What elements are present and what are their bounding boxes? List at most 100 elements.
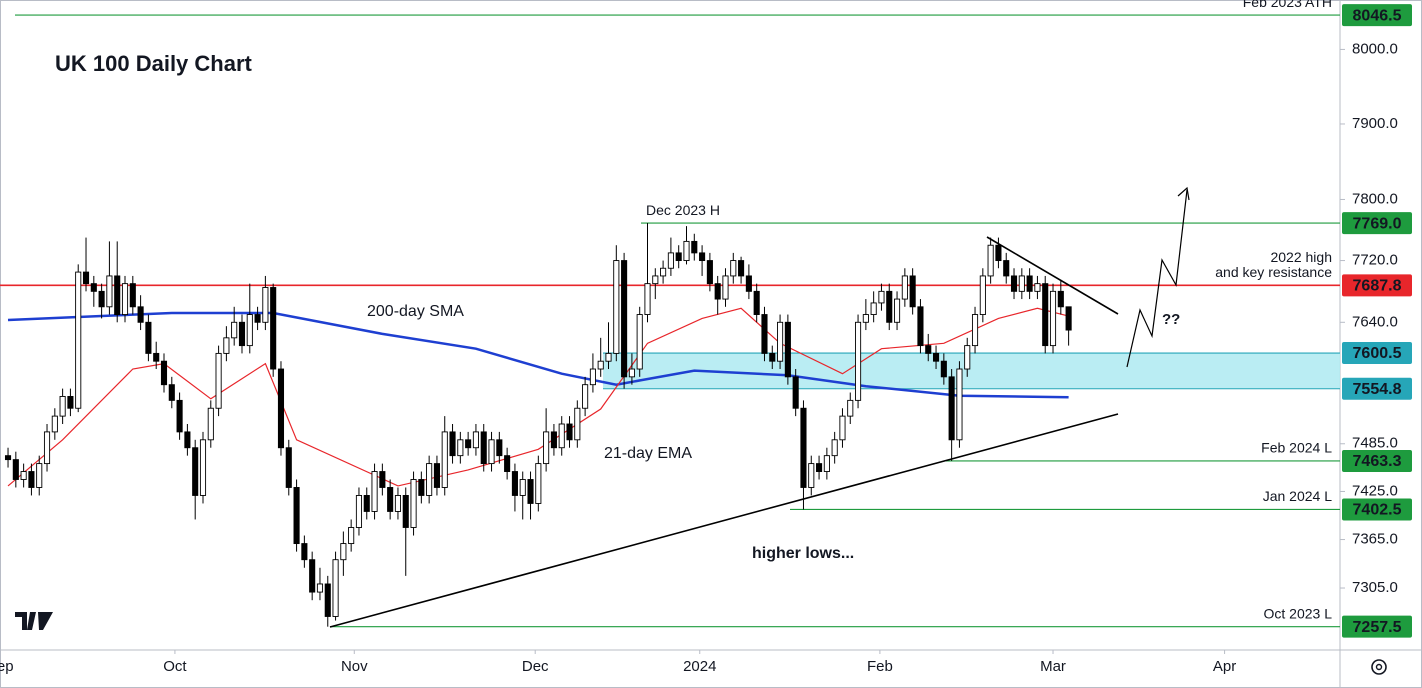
y-tick-label: 7640.0 (1352, 313, 1398, 330)
projection-arrowhead (1177, 186, 1190, 201)
level-price-box (1342, 212, 1412, 235)
candle-body (800, 407, 807, 488)
candle-body (855, 321, 862, 401)
level-price-box (1342, 4, 1412, 27)
level-price-label: 8046.5 (1353, 7, 1402, 24)
level-text: 2022 high (1270, 249, 1332, 265)
y-tick-label: 7900.0 (1352, 115, 1398, 132)
candle-body (4, 455, 12, 461)
x-tick-label: Feb (867, 658, 893, 675)
annotation: higher lows... (752, 545, 854, 562)
candle-body (550, 431, 557, 449)
candle-body (582, 384, 589, 409)
candle-body (106, 275, 113, 308)
candle-body (699, 252, 706, 262)
sma-label: 200-day SMA (367, 303, 464, 320)
candle-body (309, 559, 316, 593)
candle-body (324, 583, 331, 617)
level-price-label: 7769.0 (1353, 215, 1402, 232)
level-price-label: 7600.5 (1353, 345, 1402, 362)
x-tick-label: Apr (1213, 658, 1236, 675)
gear-center[interactable] (1375, 663, 1383, 671)
candle-body (628, 368, 635, 378)
x-tick-label: Nov (341, 658, 368, 675)
candle-body (75, 271, 82, 409)
candle-body (59, 395, 66, 417)
level-text: Jan 2024 L (1263, 488, 1332, 504)
candle-body (402, 495, 409, 528)
candle-body (114, 275, 121, 315)
candle-body (129, 283, 136, 308)
candle-body (98, 290, 105, 308)
candle-body (1057, 290, 1064, 308)
candle-body (254, 314, 261, 323)
candle-body (511, 471, 518, 496)
candle-body (238, 321, 246, 347)
candle-body (457, 439, 464, 457)
candle-body (566, 423, 573, 441)
candle-body (964, 345, 971, 370)
candle-body (995, 244, 1002, 262)
candle-body (878, 290, 885, 304)
candle-body (808, 463, 815, 488)
gear[interactable] (1371, 659, 1387, 675)
projection-path (1126, 189, 1188, 368)
candle-body (870, 302, 877, 315)
x-tick-label: Oct (163, 658, 187, 675)
y-tick-label: 7305.0 (1352, 579, 1398, 596)
candle-body (441, 431, 448, 488)
candle-body (363, 495, 370, 512)
candle-body (839, 415, 846, 441)
candle-body (1034, 283, 1041, 292)
candle-body (784, 321, 791, 378)
candle-body (519, 479, 526, 496)
y-tick-label: 7800.0 (1352, 190, 1398, 207)
support-zone (603, 353, 1340, 389)
candle-body (792, 376, 799, 409)
candle-body (706, 260, 713, 285)
candle-body (660, 267, 667, 277)
candle-body (738, 260, 745, 277)
candle-body (231, 321, 238, 339)
annotation: ?? (1162, 311, 1180, 328)
candle-body (472, 431, 479, 449)
candle-body (971, 314, 979, 347)
candle-body (316, 583, 324, 593)
candle-body (488, 439, 495, 465)
level-text: Oct 2023 L (1264, 605, 1333, 621)
candles-layer (4, 223, 1072, 627)
candle-body (223, 337, 230, 354)
candle-body (1003, 260, 1010, 277)
level-price-box (1342, 449, 1412, 472)
candle-body (82, 271, 90, 285)
ema-label: 21-day EMA (604, 445, 692, 462)
candle-body (433, 463, 440, 488)
candle-body (348, 527, 355, 545)
settings-icon[interactable] (1371, 659, 1387, 675)
x-tick-label: Sep (0, 658, 14, 675)
candle-body (722, 275, 729, 300)
candle-body (355, 495, 363, 528)
candle-body (605, 352, 612, 362)
candle-body (145, 321, 152, 354)
candle-body (948, 376, 955, 441)
chart-title: UK 100 Daily Chart (55, 51, 253, 76)
candle-body (67, 395, 74, 409)
candle-body (636, 314, 643, 370)
candle-body (644, 283, 651, 315)
level-text: and key resistance (1215, 264, 1332, 280)
candle-body (36, 463, 43, 488)
candle-body (613, 260, 620, 354)
candle-body (168, 384, 175, 401)
level-price-label: 7257.5 (1353, 619, 1402, 636)
candle-body (956, 368, 963, 441)
candle-body (675, 252, 682, 262)
level-price-label: 7554.8 (1353, 381, 1402, 398)
candle-body (215, 352, 222, 409)
candle-body (730, 260, 737, 277)
candle-body (176, 399, 183, 433)
candle-body (667, 252, 674, 269)
candle-body (987, 244, 994, 277)
candle-body (1042, 283, 1049, 347)
